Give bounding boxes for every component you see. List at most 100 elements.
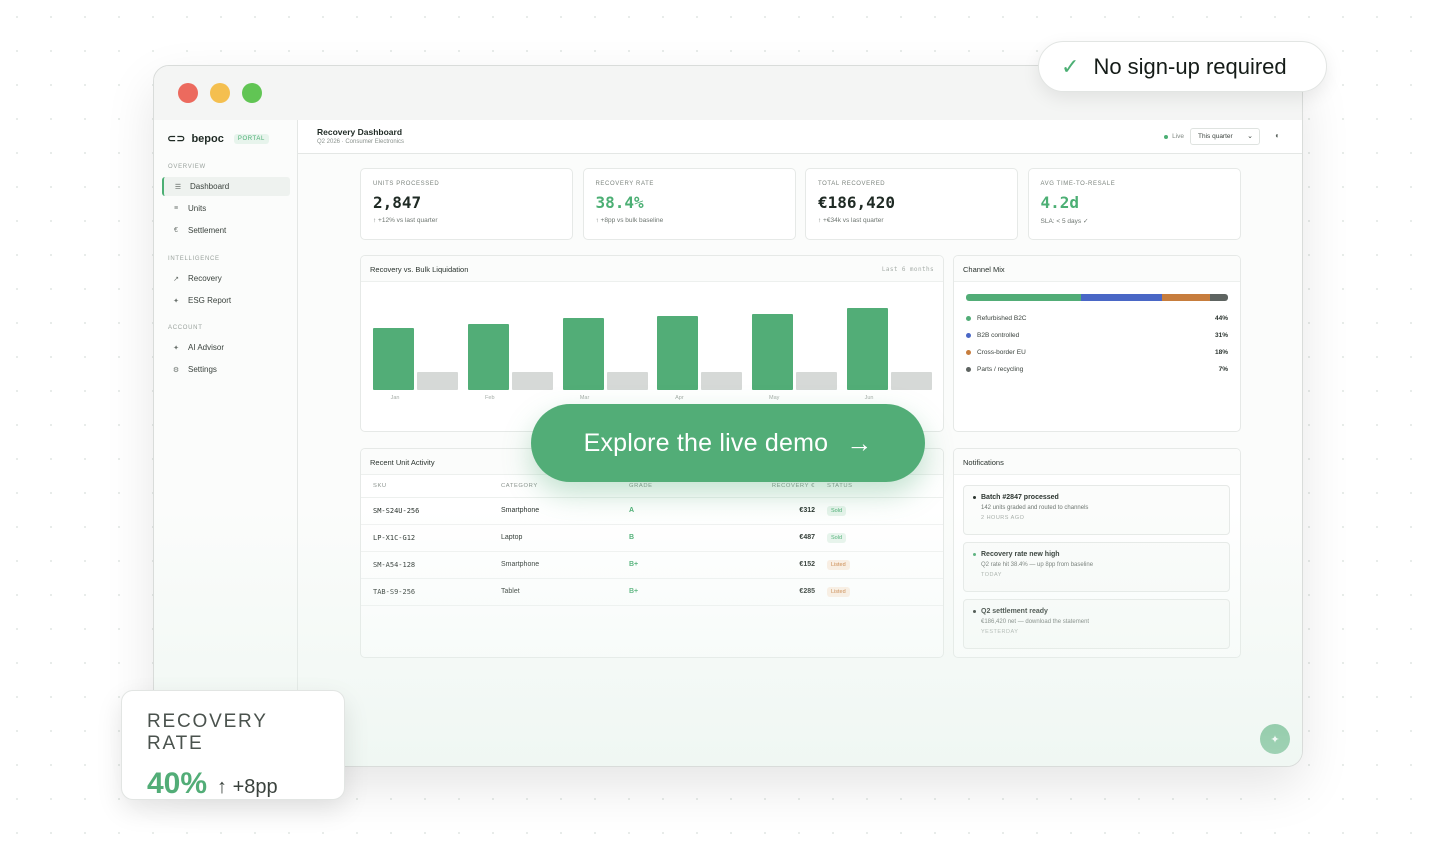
panel-header: Notifications (954, 449, 1240, 475)
bar-baseline (511, 372, 553, 390)
sidebar-item-dashboard[interactable]: ☰ Dashboard (162, 177, 290, 196)
page-title: Recovery Dashboard (317, 127, 403, 137)
sku-cell: SM-A54-128 (361, 551, 501, 579)
channel-mix-panel: Channel Mix Refurbished B2C 44% B2B contro… (953, 255, 1241, 432)
table-row[interactable]: SM-A54-128 Smartphone B+ €152 Listed (361, 551, 943, 579)
sidebar-section-label: OVERVIEW (168, 164, 206, 170)
kpi-value: 4.2d (1040, 193, 1080, 212)
live-dot-icon (1164, 134, 1169, 139)
recovery-rate-card: RECOVERY RATE 40% ↑ +8pp (121, 690, 345, 800)
sidebar-item-esg-report[interactable]: ✦ ESG Report (162, 291, 290, 310)
mix-swatch (966, 367, 971, 372)
bar-baseline (701, 372, 743, 390)
table-row[interactable]: TAB-S9-256 Tablet B+ €285 Listed (361, 578, 943, 606)
kpi-value: €186,420 (818, 193, 896, 212)
trend-icon: ↗ (173, 275, 179, 283)
notification-title-row: Batch #2847 processed (973, 494, 1220, 501)
notification-item[interactable]: Q2 settlement ready €186,420 net — downlo… (963, 599, 1230, 649)
sidebar-item-label: Settings (188, 365, 217, 374)
category-cell: Laptop (501, 524, 629, 552)
activity-table: SKU CATEGORY GRADE RECOVERY € STATUS SM-S24U… (361, 475, 943, 606)
kpi-card: AVG TIME-TO-RESALE 4.2d SLA: < 5 days ✓ (1027, 168, 1241, 240)
sidebar-item-settings[interactable]: ⚙ Settings (162, 360, 290, 379)
notification-body: Q2 rate hit 38.4% — up 8pp from baseline (981, 562, 1094, 568)
category-cell: Tablet (501, 578, 629, 606)
mix-swatch (966, 350, 971, 355)
x-tick-label: Mar (579, 395, 590, 401)
status-badge: Sold (827, 533, 847, 543)
sidebar-item-label: Dashboard (190, 182, 230, 191)
mix-segment (1162, 294, 1210, 301)
list-icon: ≡ (173, 205, 179, 212)
notification-body: 142 units graded and routed to channels (981, 505, 1089, 511)
mix-label: B2B controlled (977, 332, 1020, 339)
mix-pct: 18% (1214, 349, 1228, 356)
sidebar-item-ai-advisor[interactable]: ✦ AI Advisor (162, 338, 290, 357)
explore-demo-button[interactable]: Explore the live demo → (531, 404, 925, 482)
mix-pct: 44% (1214, 315, 1228, 322)
category-cell: Smartphone (501, 497, 629, 525)
period-select[interactable]: This quarter ⌄ (1190, 128, 1260, 145)
bar-recovery (467, 324, 509, 390)
recovery-cell: €152 (737, 551, 827, 579)
mix-segment (1209, 294, 1228, 301)
x-tick-label: May (768, 395, 780, 401)
status-cell: Listed (827, 578, 943, 606)
notification-title-row: Q2 settlement ready (973, 608, 1220, 615)
bar-recovery (562, 318, 604, 390)
x-tick-label: Jan (390, 395, 400, 401)
category-cell: Smartphone (501, 551, 629, 579)
panel-header: Recovery vs. Bulk Liquidation Last 6 mon… (361, 256, 943, 282)
maximize-window-button[interactable] (242, 83, 262, 103)
kpi-card: TOTAL RECOVERED €186,420 ↑ +€34k vs last q… (805, 168, 1018, 240)
sidebar-item-units[interactable]: ≡ Units (162, 199, 290, 218)
kpi-label: RECOVERY RATE (595, 181, 654, 187)
euro-icon: € (174, 227, 178, 234)
sparkle-icon: ✦ (173, 344, 179, 352)
sidebar-item-settlement[interactable]: € Settlement (162, 221, 290, 240)
live-indicator: Live (1164, 133, 1184, 140)
notification-item[interactable]: Recovery rate new high Q2 rate hit 38.4% … (963, 542, 1230, 592)
table-row[interactable]: LP-X1C-G12 Laptop B €487 Sold (361, 524, 943, 552)
notification-title-row: Recovery rate new high (973, 551, 1220, 558)
check-icon: ✓ (1061, 53, 1080, 79)
sidebar-item-label: AI Advisor (188, 343, 225, 352)
close-window-button[interactable] (178, 83, 198, 103)
bar-recovery (657, 316, 699, 390)
chart-title: Recovery vs. Bulk Liquidation (370, 265, 469, 274)
channel-mix-bar (966, 294, 1228, 301)
kpi-value: 2,847 (373, 193, 422, 212)
kpi-delta: ↑ +12% vs last quarter (373, 217, 438, 224)
sku-cell: SM-S24U-256 (361, 497, 501, 525)
logo[interactable]: ⊂⊃ bepoc PORTAL (167, 132, 269, 145)
mix-label: Refurbished B2C (977, 315, 1027, 322)
notification-item[interactable]: Batch #2847 processed 142 units graded an… (963, 485, 1230, 535)
mix-swatch (966, 316, 971, 321)
no-signup-badge: ✓ No sign-up required (1038, 41, 1327, 92)
sidebar-item-label: ESG Report (188, 296, 232, 305)
period-select-value: This quarter (1198, 133, 1233, 140)
kpi-card: UNITS PROCESSED 2,847 ↑ +12% vs last quart… (360, 168, 573, 240)
bar-recovery (847, 308, 888, 390)
sidebar-item-label: Units (188, 204, 207, 213)
portal-badge: PORTAL (233, 133, 269, 144)
sidebar-item-recovery[interactable]: ↗ Recovery (162, 269, 290, 288)
x-tick-label: Feb (485, 395, 495, 401)
kpi-label: AVG TIME-TO-RESALE (1040, 181, 1116, 187)
sidebar-item-label: Recovery (188, 274, 222, 283)
explore-demo-label: Explore the live demo (583, 428, 829, 457)
kpi-label: UNITS PROCESSED (373, 181, 440, 187)
notification-body: €186,420 net — download the statement (981, 619, 1090, 625)
sidebar-section-label: INTELLIGENCE (168, 256, 220, 262)
table-row[interactable]: SM-S24U-256 Smartphone A €312 Sold (361, 497, 943, 525)
bullet-icon (973, 553, 976, 556)
panel-header: Channel Mix (954, 256, 1240, 282)
arrow-right-icon: → (846, 427, 873, 458)
minimize-window-button[interactable] (210, 83, 230, 103)
theme-toggle-icon[interactable]: ◐ (1275, 131, 1280, 140)
ai-assistant-button[interactable]: ✦ (1260, 724, 1290, 754)
live-label: Live (1172, 133, 1184, 140)
bar-baseline (796, 372, 838, 390)
mix-swatch (966, 333, 971, 338)
top-bar: Recovery Dashboard Q2 2026 · Consumer El… (298, 120, 1302, 154)
